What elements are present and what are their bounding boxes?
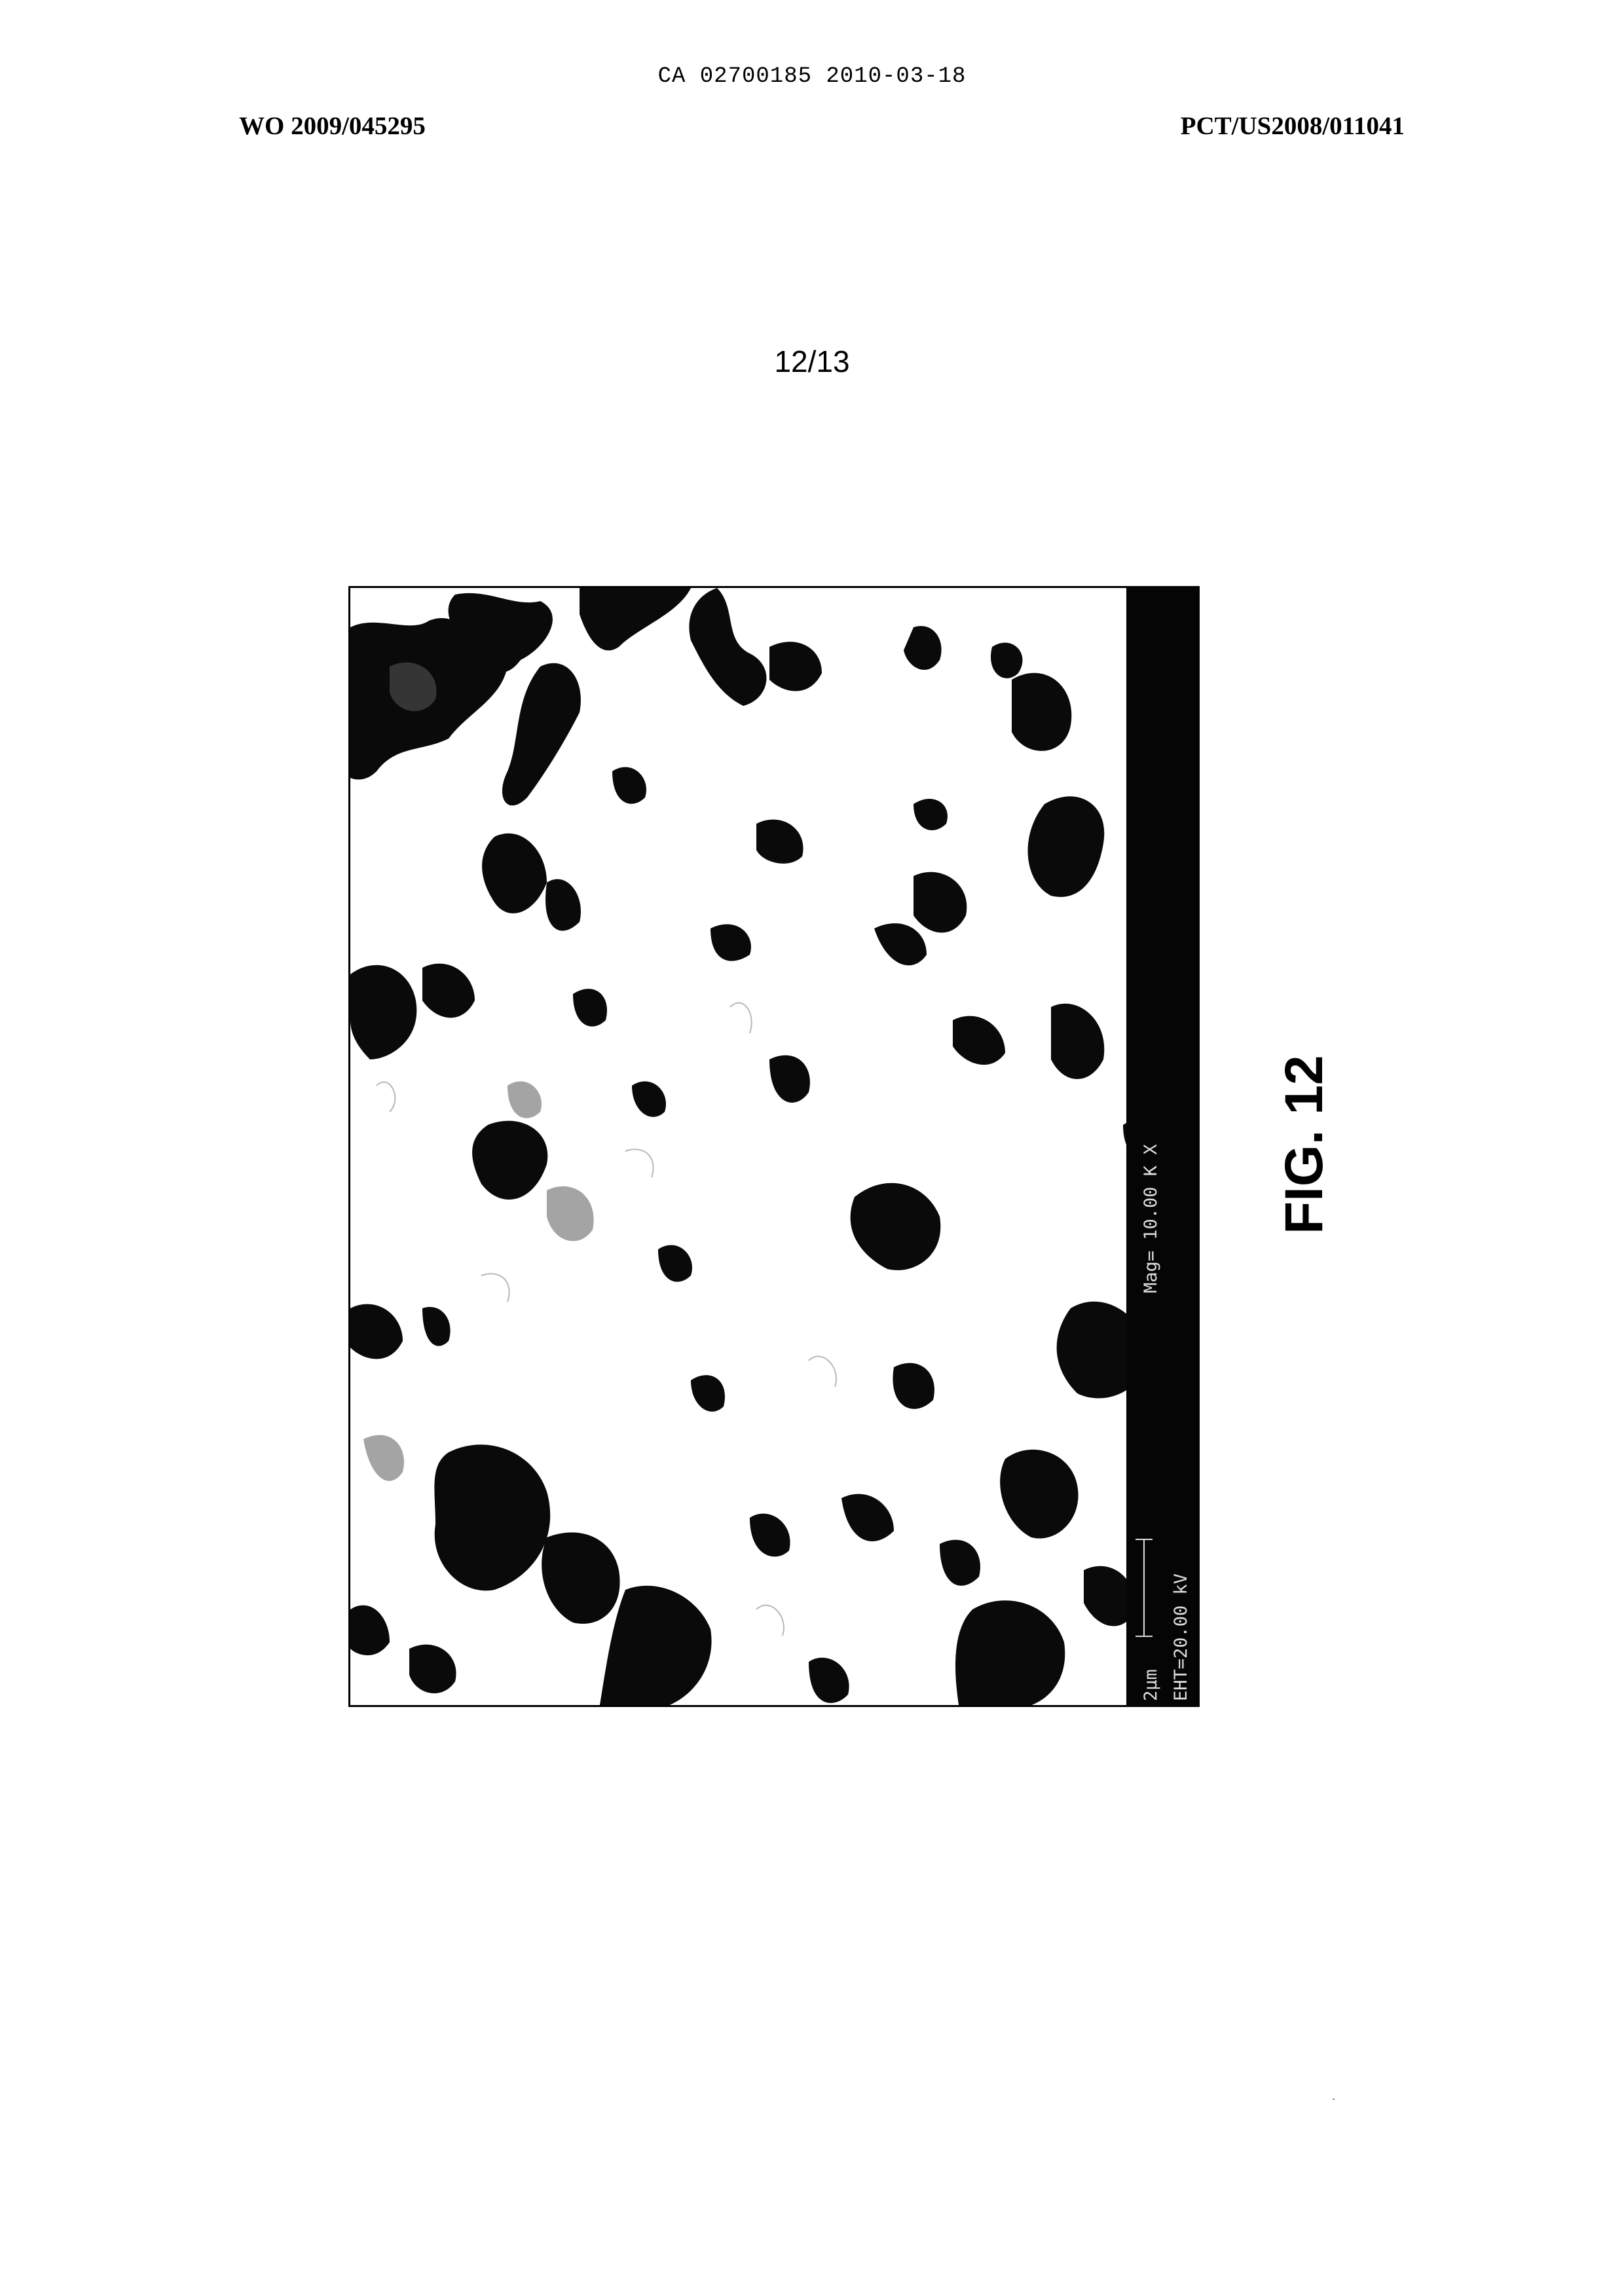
sem-micrograph <box>348 586 1196 1707</box>
application-number: PCT/US2008/011041 <box>1181 111 1405 141</box>
page-number: 12/13 <box>0 344 1624 379</box>
eht-label: EHT=20.00 kV <box>1171 1573 1191 1701</box>
scale-bar <box>1143 1539 1145 1637</box>
magnification-label: Mag= 10.00 K X <box>1141 1144 1161 1293</box>
publication-number: WO 2009/045295 <box>239 111 426 141</box>
micrograph-texture <box>350 588 1196 1707</box>
scan-speck <box>1333 2099 1335 2100</box>
doc-id: CA 02700185 2010-03-18 <box>0 64 1624 89</box>
scale-label: 2μm <box>1141 1669 1161 1701</box>
figure-label: FIG. 12 <box>1274 1056 1335 1234</box>
